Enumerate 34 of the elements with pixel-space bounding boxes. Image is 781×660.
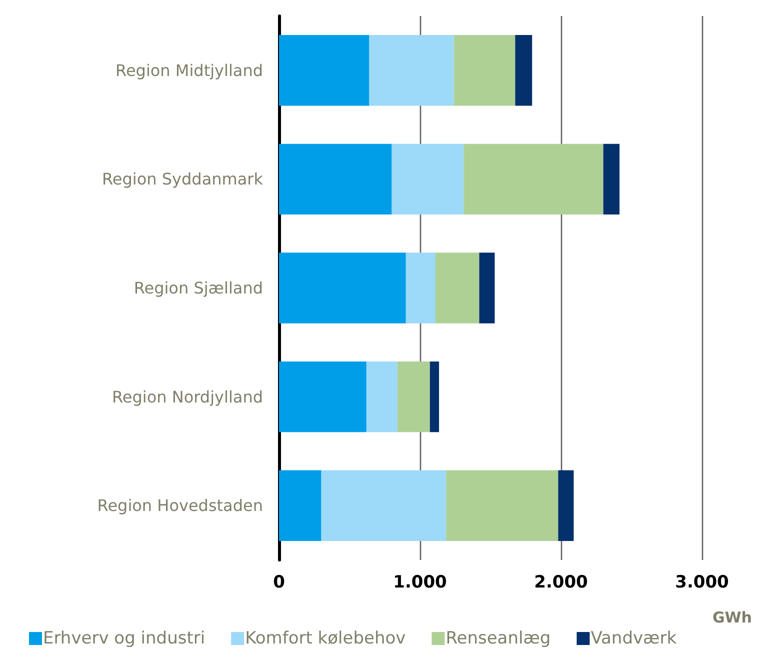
y-tick-label: Region Syddanmark [102, 170, 264, 189]
bar [279, 35, 370, 106]
bar [430, 361, 440, 432]
bar [366, 361, 398, 432]
bar [454, 35, 516, 106]
legend-label: Komfort kølebehov [245, 628, 406, 648]
x-axis-title: GWh [712, 608, 752, 626]
x-tick-label: 2.000 [534, 572, 588, 592]
x-tick-label: 0 [273, 572, 286, 592]
bar [558, 470, 574, 541]
bar [479, 252, 495, 324]
bar [279, 144, 392, 215]
bar [436, 252, 480, 324]
x-tick-label: 1.000 [393, 572, 448, 592]
x-tick-label: 3.000 [675, 572, 730, 592]
bar [279, 252, 406, 324]
bar [369, 35, 454, 106]
bar [603, 144, 620, 215]
legend-label: Vandværk [590, 628, 677, 648]
bar [392, 144, 464, 215]
bar [397, 361, 430, 432]
bar [446, 470, 558, 541]
y-tick-label: Region Hovedstaden [97, 496, 263, 516]
bar [279, 361, 366, 432]
bar [515, 35, 532, 106]
bar [321, 470, 446, 541]
y-tick-label: Region Sjælland [134, 278, 263, 298]
bar [406, 252, 436, 324]
bar [464, 144, 604, 215]
y-tick-label: Region Nordjylland [112, 387, 263, 406]
y-tick-label: Region Midtjylland [116, 60, 263, 80]
legend-label: Erhverv og industri [43, 628, 206, 648]
legend-label: Renseanlæg [446, 628, 551, 648]
bar [279, 470, 322, 541]
